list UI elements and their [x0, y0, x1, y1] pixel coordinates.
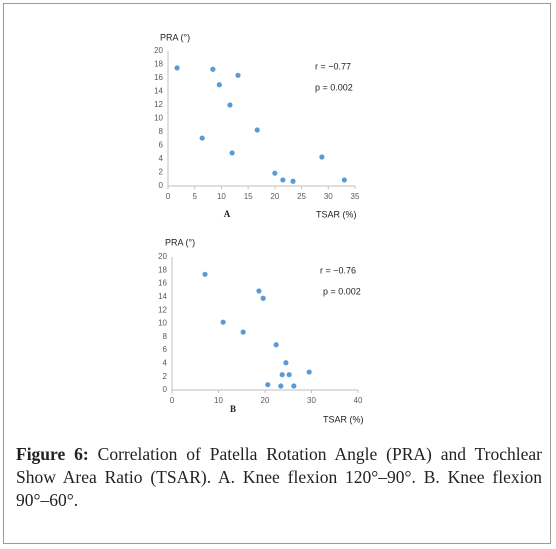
data-point — [273, 342, 279, 348]
data-point — [210, 66, 216, 72]
data-point — [265, 382, 271, 388]
data-point — [280, 177, 286, 183]
x-tick-label: 25 — [297, 192, 306, 201]
x-tick-label: 15 — [244, 192, 253, 201]
panel-label: A — [224, 209, 231, 219]
data-point — [256, 288, 262, 294]
y-tick-label: 4 — [163, 359, 168, 368]
data-point — [272, 170, 278, 176]
data-point — [216, 82, 222, 88]
data-point — [235, 72, 241, 78]
data-point — [199, 135, 205, 141]
data-point — [283, 360, 289, 366]
x-tick-label: 30 — [324, 192, 333, 201]
y-tick-label: 10 — [158, 319, 167, 328]
x-tick-label: 0 — [170, 396, 175, 405]
y-tick-label: 12 — [154, 100, 163, 109]
x-tick-label: 10 — [217, 192, 226, 201]
data-point — [279, 372, 285, 378]
data-point — [260, 295, 266, 301]
annotation: r = −0.76 — [320, 265, 356, 275]
x-tick-label: 0 — [166, 192, 171, 201]
x-tick-label: 20 — [270, 192, 279, 201]
y-tick-label: 18 — [158, 265, 167, 274]
caption-label: Figure 6: — [16, 444, 89, 464]
y-tick-label: 0 — [163, 385, 168, 394]
figure-frame — [3, 3, 551, 544]
data-point — [290, 178, 296, 184]
data-point — [291, 383, 297, 389]
y-tick-label: 14 — [158, 292, 167, 301]
caption: Figure 6: Correlation of Patella Rotatio… — [16, 443, 542, 512]
annotation: p = 0.002 — [323, 286, 361, 296]
y-tick-label: 2 — [159, 168, 164, 177]
y-tick-label: 8 — [163, 332, 168, 341]
x-tick-label: 40 — [354, 396, 363, 405]
x-tick-label: 35 — [351, 192, 360, 201]
x-tick-label: 20 — [261, 396, 270, 405]
data-point — [227, 102, 233, 108]
y-tick-label: 0 — [159, 181, 164, 190]
caption-text: Correlation of Patella Rotation Angle (P… — [16, 444, 542, 510]
annotation: r = −0.77 — [315, 61, 351, 71]
x-axis-label: TSAR (%) — [323, 414, 364, 424]
data-point — [286, 372, 292, 378]
data-point — [229, 150, 235, 156]
panel-label: B — [230, 404, 236, 414]
data-point — [174, 65, 180, 71]
x-tick-label: 30 — [307, 396, 316, 405]
x-tick-label: 5 — [192, 192, 197, 201]
data-point — [278, 383, 284, 389]
y-tick-label: 8 — [159, 127, 164, 136]
y-tick-label: 20 — [158, 252, 167, 261]
data-point — [306, 369, 312, 375]
y-tick-label: 12 — [158, 305, 167, 314]
x-tick-label: 10 — [214, 396, 223, 405]
data-point — [319, 154, 325, 160]
y-tick-label: 18 — [154, 60, 163, 69]
y-tick-label: 4 — [159, 154, 164, 163]
y-tick-label: 14 — [154, 87, 163, 96]
y-tick-label: 6 — [163, 345, 168, 354]
annotation: p = 0.002 — [315, 82, 353, 92]
y-tick-label: 10 — [154, 114, 163, 123]
data-point — [202, 271, 208, 277]
y-tick-label: 16 — [158, 279, 167, 288]
data-point — [341, 177, 347, 183]
data-point — [220, 319, 226, 325]
y-tick-label: 2 — [163, 372, 168, 381]
y-tick-label: 20 — [154, 46, 163, 55]
x-axis-label: TSAR (%) — [316, 209, 357, 219]
y-tick-label: 16 — [154, 73, 163, 82]
data-point — [254, 127, 260, 133]
data-point — [240, 329, 246, 335]
y-axis-label: PRA (°) — [165, 237, 195, 247]
y-axis-label: PRA (°) — [160, 32, 190, 42]
y-tick-label: 6 — [159, 141, 164, 150]
